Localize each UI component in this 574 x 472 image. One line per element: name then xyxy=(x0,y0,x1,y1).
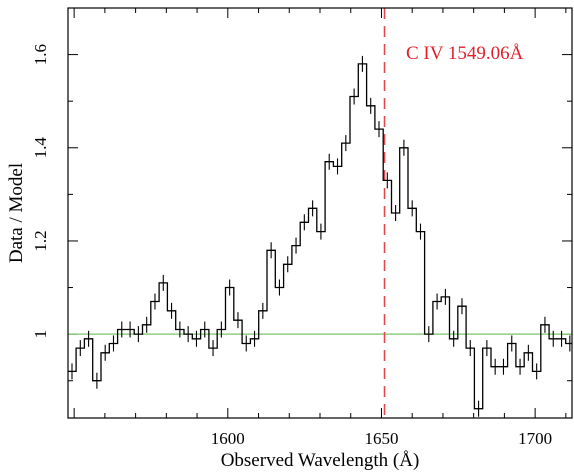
series-layer xyxy=(68,55,572,417)
spectrum-ratio-series xyxy=(68,63,572,410)
x-tick-label: 1700 xyxy=(518,429,552,448)
x-tick-label: 1650 xyxy=(364,429,398,448)
y-tick-label: 1.2 xyxy=(31,230,50,251)
civ-line-annotation: C IV 1549.06Å xyxy=(406,43,524,64)
lines-layer xyxy=(68,8,572,418)
y-tick-label: 1.4 xyxy=(31,137,50,159)
y-axis-title: Data / Model xyxy=(6,163,27,263)
y-tick-label: 1.6 xyxy=(31,44,50,65)
x-axis-title: Observed Wavelength (Å) xyxy=(221,450,420,471)
plot-frame xyxy=(67,7,573,419)
x-tick-label: 1600 xyxy=(211,429,245,448)
ticks-layer: 1600 1650 1700 1 1.2 1.4 1.6 xyxy=(31,8,572,448)
y-tick-label: 1 xyxy=(31,330,50,339)
